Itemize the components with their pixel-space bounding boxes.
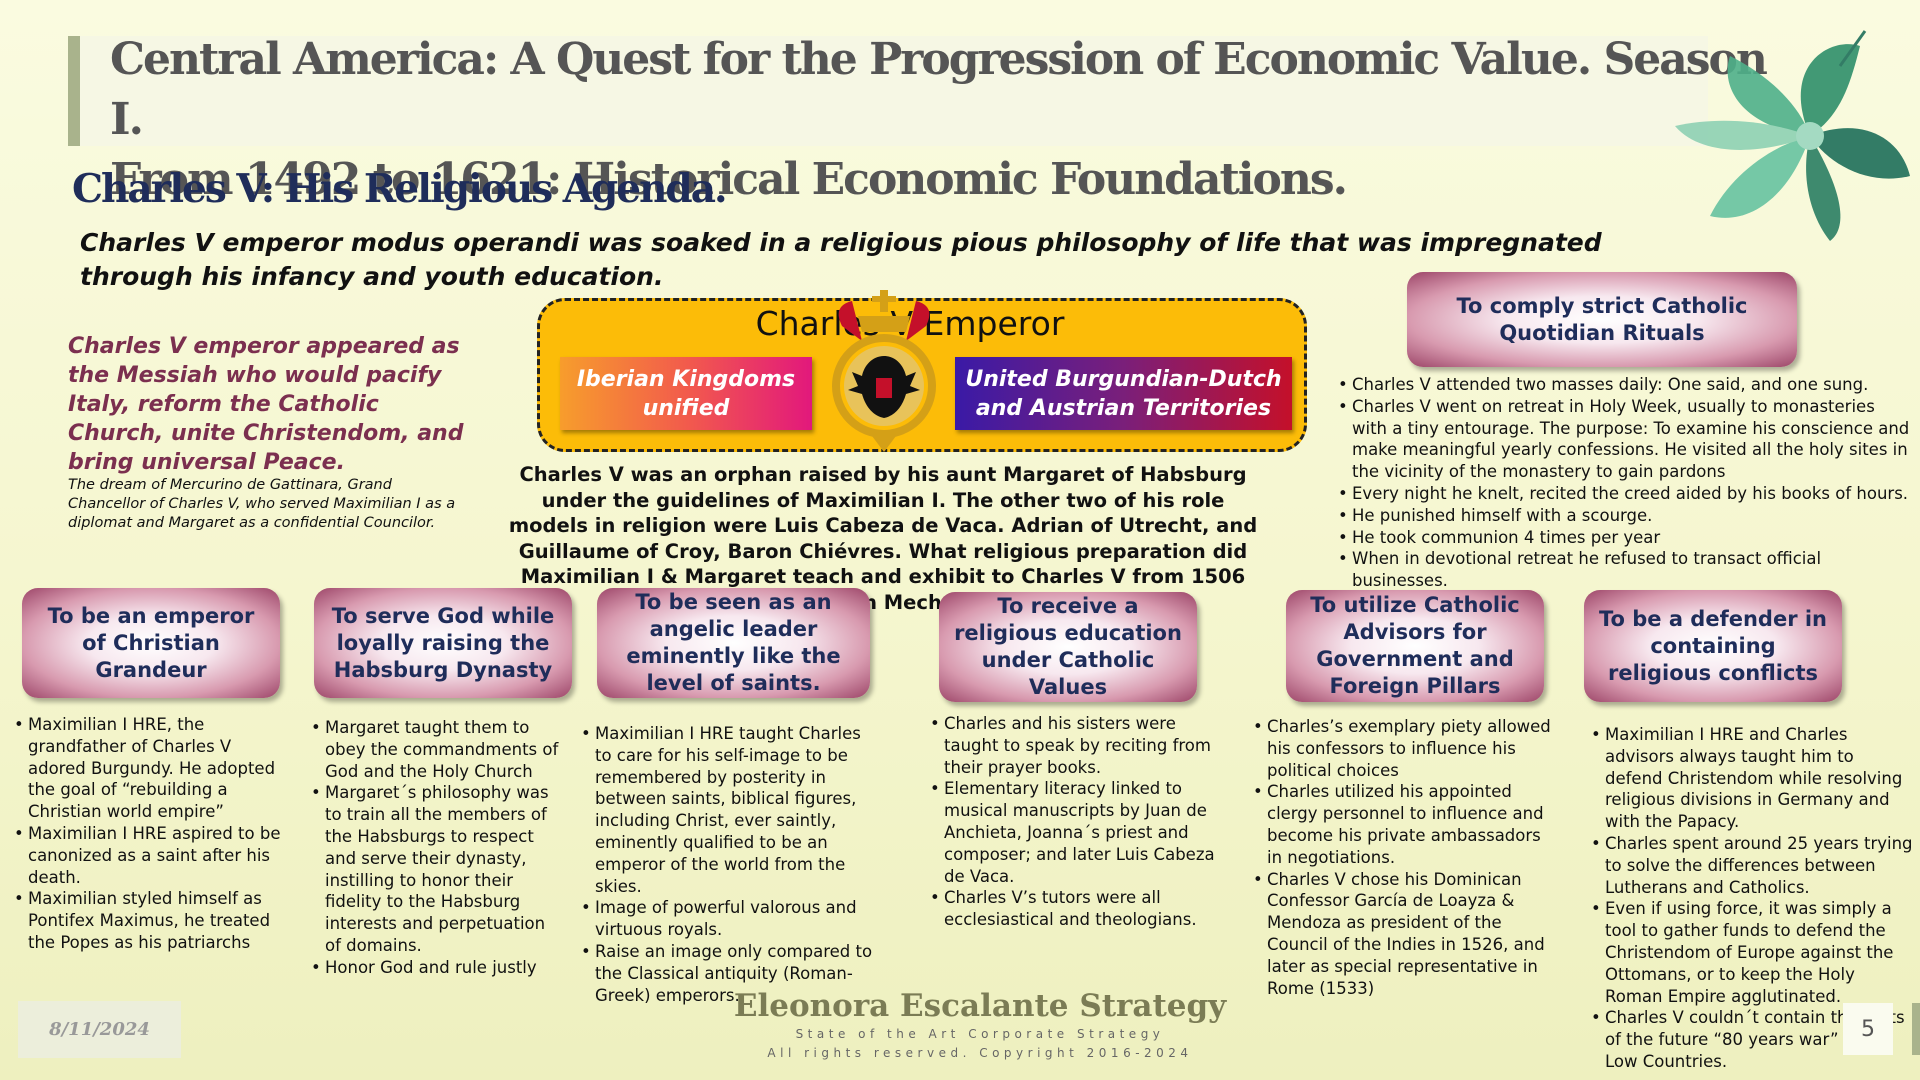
list-item: Image of powerful valorous and virtuous … [581, 897, 881, 941]
list-item: Maximilian I HRE taught Charles to care … [581, 723, 881, 897]
list-item: Charles utilized his appointed clergy pe… [1253, 781, 1558, 868]
title-band [68, 36, 1708, 146]
grandeur-heading: To be an emperor of Christian Grandeur [22, 588, 280, 698]
religious-education-list: Charles and his sisters were taught to s… [930, 713, 1220, 931]
list-item: Every night he knelt, recited the creed … [1338, 483, 1913, 505]
page-number-accent-bar [1912, 1003, 1920, 1055]
list-item: Charles V chose his Dominican Confessor … [1253, 869, 1558, 1000]
catholic-advisors-list: Charles’s exemplary piety allowed his co… [1253, 716, 1558, 999]
habsburg-dynasty-heading: To serve God while loyally raising the H… [314, 588, 572, 698]
angelic-leader-list: Maximilian I HRE taught Charles to care … [581, 723, 881, 1006]
list-item: Charles’s exemplary piety allowed his co… [1253, 716, 1558, 781]
list-item: Maximilian I HRE, the grandfather of Cha… [14, 714, 284, 823]
section-subtitle: Charles V: His Religious Agenda. [72, 166, 728, 212]
list-item: When in devotional retreat he refused to… [1338, 548, 1913, 592]
list-item: Honor God and rule justly [311, 957, 561, 979]
title-line-1: Central America: A Quest for the Progres… [110, 34, 1768, 145]
title-accent-bar [68, 36, 80, 146]
intro-text: Charles V emperor modus operandi was soa… [80, 228, 1602, 291]
angelic-leader-heading: To be seen as an angelic leader eminentl… [597, 588, 870, 698]
list-item: Maximilian I HRE and Charles advisors al… [1591, 724, 1913, 833]
habsburg-dynasty-list: Margaret taught them to obey the command… [311, 717, 561, 979]
tagline: State of the Art Corporate Strategy [795, 1027, 1165, 1041]
list-item: Charles and his sisters were taught to s… [930, 713, 1220, 778]
list-item: Margaret taught them to obey the command… [311, 717, 561, 782]
list-item: Elementary literacy linked to musical ma… [930, 778, 1220, 887]
list-item: He punished himself with a scourge. [1338, 505, 1913, 527]
orphan-paragraph: Charles V was an orphan raised by his au… [508, 463, 1258, 614]
grandeur-list: Maximilian I HRE, the grandfather of Cha… [14, 714, 284, 954]
religious-education-heading: To receive a religious education under C… [939, 592, 1197, 702]
defender-list: Maximilian I HRE and Charles advisors al… [1591, 724, 1913, 1073]
list-item: He took communion 4 times per year [1338, 527, 1913, 549]
list-item: Charles V’s tutors were all ecclesiastic… [930, 887, 1220, 931]
copyright: All rights reserved. Copyright 2016-2024 [767, 1046, 1193, 1060]
gattinara-note: The dream of Mercurino de Gattinara, Gra… [68, 477, 456, 531]
title-line-2: From 1492 to 1621: Historical Economic F… [110, 154, 1348, 205]
list-item: Maximilian styled himself as Pontifex Ma… [14, 888, 284, 953]
coat-of-arms-icon [832, 290, 936, 452]
list-item: Charles V went on retreat in Holy Week, … [1338, 396, 1913, 483]
list-item: Maximilian I HRE aspired to be canonized… [14, 823, 284, 888]
list-item: Margaret´s philosophy was to train all t… [311, 782, 561, 956]
list-item: Charles V couldn´t contain the roots of … [1591, 1007, 1913, 1072]
list-item: Charles spent around 25 years trying to … [1591, 833, 1913, 898]
leaf-decoration-icon [1675, 30, 1910, 241]
rituals-list: Charles V attended two masses daily: One… [1338, 374, 1913, 592]
defender-heading: To be a defender in containing religious… [1584, 590, 1842, 702]
page-number: 5 [1843, 1003, 1893, 1055]
catholic-advisors-heading: To utilize Catholic Advisors for Governm… [1286, 590, 1544, 702]
list-item: Charles V attended two masses daily: One… [1338, 374, 1913, 396]
list-item: Even if using force, it was simply a too… [1591, 898, 1913, 1007]
list-item: Raise an image only compared to the Clas… [581, 941, 881, 1006]
date-badge: 8/11/2024 [18, 1001, 181, 1058]
brand-name: Eleonora Escalante Strategy [733, 988, 1227, 1024]
brand-tagline: State of the Art Corporate Strategy All … [700, 1025, 1260, 1063]
messiah-quote: Charles V emperor appeared as the Messia… [68, 334, 464, 475]
burgundian-territories-box: United Burgundian-Dutch and Austrian Ter… [955, 357, 1292, 430]
iberian-kingdoms-box: Iberian Kingdoms unified [560, 357, 812, 430]
rituals-heading: To comply strict Catholic Quotidian Ritu… [1407, 272, 1797, 367]
page-title: Central America: A Quest for the Progres… [110, 30, 1790, 210]
